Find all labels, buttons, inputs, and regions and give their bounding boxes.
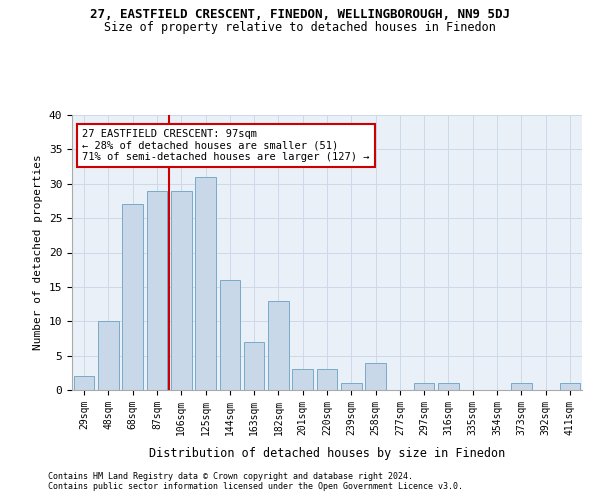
Bar	[365, 362, 386, 390]
Text: Contains HM Land Registry data © Crown copyright and database right 2024.: Contains HM Land Registry data © Crown c…	[48, 472, 413, 481]
Bar	[122, 204, 143, 390]
Bar	[244, 342, 265, 390]
Text: Contains public sector information licensed under the Open Government Licence v3: Contains public sector information licen…	[48, 482, 463, 491]
Text: 27, EASTFIELD CRESCENT, FINEDON, WELLINGBOROUGH, NN9 5DJ: 27, EASTFIELD CRESCENT, FINEDON, WELLING…	[90, 8, 510, 20]
Bar	[74, 376, 94, 390]
Bar	[560, 383, 580, 390]
Bar	[341, 383, 362, 390]
Bar	[268, 300, 289, 390]
Text: Distribution of detached houses by size in Finedon: Distribution of detached houses by size …	[149, 448, 505, 460]
Bar	[438, 383, 459, 390]
Bar	[171, 190, 191, 390]
Bar	[317, 370, 337, 390]
Bar	[220, 280, 240, 390]
Bar	[292, 370, 313, 390]
Bar	[195, 177, 216, 390]
Bar	[414, 383, 434, 390]
Text: Size of property relative to detached houses in Finedon: Size of property relative to detached ho…	[104, 21, 496, 34]
Bar	[98, 322, 119, 390]
Bar	[146, 190, 167, 390]
Text: 27 EASTFIELD CRESCENT: 97sqm
← 28% of detached houses are smaller (51)
71% of se: 27 EASTFIELD CRESCENT: 97sqm ← 28% of de…	[82, 128, 370, 162]
Y-axis label: Number of detached properties: Number of detached properties	[33, 154, 43, 350]
Bar	[511, 383, 532, 390]
